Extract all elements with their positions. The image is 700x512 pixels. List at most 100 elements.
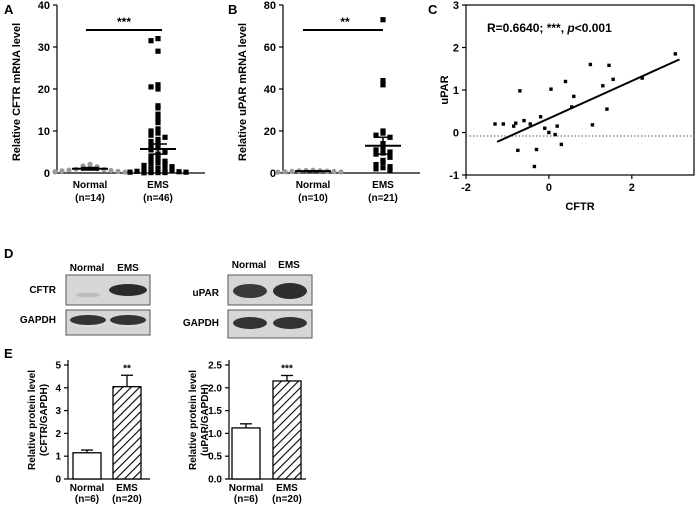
panel-b-sig: ** — [340, 15, 350, 29]
data-point — [380, 17, 386, 23]
e-right-n-normal: (n=6) — [234, 494, 258, 505]
data-point — [155, 115, 161, 121]
bar-sig: *** — [281, 363, 293, 374]
data-point — [148, 38, 154, 44]
data-point — [338, 169, 344, 175]
panel-b-ytick-label: 80 — [264, 0, 276, 12]
bar-ytick-label: 0.5 — [208, 452, 222, 463]
bar-ems — [112, 386, 142, 480]
data-point — [59, 168, 65, 174]
panel-c: C uPAR CFTR R=0.6640; ***, p<0.001 -1 0 1 2… — [428, 0, 695, 213]
panel-c-xtick-label: -2 — [461, 182, 471, 194]
panel-b-ylabel: Relative uPAR mRNA level — [237, 23, 249, 161]
scatter-point — [590, 123, 595, 127]
scatter-point — [607, 63, 611, 68]
panel-b-ytick-label: 40 — [264, 84, 276, 96]
scatter-point — [543, 126, 547, 130]
data-point — [162, 167, 168, 173]
panel-c-xtick-label: 0 — [546, 182, 552, 194]
blot2-row-gapdh: GAPDH — [183, 318, 219, 329]
blot1-gapdh-band-normal — [70, 315, 106, 325]
data-point — [155, 48, 161, 54]
panel-c-ytick-label: 1 — [453, 85, 459, 97]
blot2-lane-ems: EMS — [278, 260, 300, 271]
bar-ytick-label: 2.5 — [208, 361, 222, 372]
e-right-cat-ems: EMS — [276, 483, 298, 494]
blot2-upar-band-ems — [273, 283, 307, 299]
e-left-ylabel-1: Relative protein level — [27, 370, 38, 470]
e-right-ylabel-2: (uPAR/GAPDH) — [200, 384, 211, 456]
panel-a-ylabel: Relative CFTR mRNA level — [11, 23, 23, 161]
data-point — [373, 166, 379, 172]
scatter-point — [501, 122, 506, 126]
data-point — [162, 169, 168, 176]
data-point — [380, 78, 386, 84]
panel-c-xtick-label: 2 — [629, 182, 635, 194]
data-point — [148, 132, 154, 138]
scatter-point — [511, 124, 516, 128]
data-point — [148, 166, 154, 172]
data-point — [331, 168, 337, 175]
panel-c-ytick-label: -1 — [449, 170, 459, 182]
data-point — [155, 36, 161, 42]
data-point — [66, 167, 72, 173]
scatter-point — [588, 62, 593, 67]
blot2-row-upar: uPAR — [193, 288, 220, 299]
scatter-point — [518, 89, 522, 93]
data-point — [373, 147, 379, 153]
data-point — [141, 162, 147, 169]
panel-b-group-normal: Normal — [296, 180, 331, 191]
data-point — [282, 169, 288, 175]
data-point — [387, 167, 393, 173]
scatter-point — [528, 122, 532, 126]
data-point — [155, 130, 161, 136]
panel-a-label: A — [4, 2, 14, 17]
data-point — [289, 168, 295, 174]
data-point — [141, 170, 147, 176]
panel-a-group-ems: EMS — [147, 180, 169, 191]
scatter-point — [547, 130, 551, 135]
panel-d: D Normal EMS CFTR GAPDH Normal EMS uPAR … — [4, 246, 313, 339]
data-point — [148, 84, 154, 90]
scatter-point — [549, 87, 553, 91]
data-point — [155, 82, 161, 88]
panel-b-ytick-label: 0 — [270, 168, 276, 180]
data-point — [373, 162, 379, 168]
panel-a-ytick-label: 40 — [38, 0, 50, 12]
panel-b-n-normal: (n=10) — [298, 193, 328, 204]
blot1-row-cftr: CFTR — [29, 285, 56, 296]
bar-ytick-label: 4 — [55, 383, 61, 394]
panel-c-ytick-label: 0 — [453, 128, 459, 140]
panel-b-ytick-label: 60 — [264, 42, 276, 54]
data-point — [373, 132, 379, 138]
blot2-gapdh-band-normal — [233, 317, 267, 329]
panel-a-ytick-label: 20 — [38, 84, 50, 96]
data-point — [162, 162, 168, 168]
data-point — [148, 143, 154, 149]
panel-e-label: E — [4, 346, 13, 361]
data-point — [380, 165, 386, 171]
panel-c-xlabel: CFTR — [565, 201, 594, 213]
data-point — [155, 155, 161, 161]
data-point — [155, 136, 161, 142]
scatter-point — [640, 76, 644, 80]
data-point — [169, 164, 175, 170]
scatter-point — [553, 132, 557, 137]
data-point — [148, 128, 154, 134]
data-point — [380, 82, 386, 88]
panel-c-ytick-label: 2 — [453, 43, 459, 55]
data-point — [155, 120, 161, 126]
data-point — [387, 164, 393, 170]
e-right-n-ems: (n=20) — [272, 494, 302, 505]
scatter-point — [538, 115, 543, 119]
data-point — [155, 165, 161, 171]
scatter-point — [534, 147, 539, 152]
data-point — [162, 158, 168, 164]
blot1-lane-ems: EMS — [117, 263, 139, 274]
scatter-point — [570, 105, 574, 109]
data-point — [127, 169, 133, 175]
panel-a-group-normal: Normal — [73, 180, 108, 191]
panel-a-n-normal: (n=14) — [75, 193, 105, 204]
data-point — [52, 169, 58, 175]
